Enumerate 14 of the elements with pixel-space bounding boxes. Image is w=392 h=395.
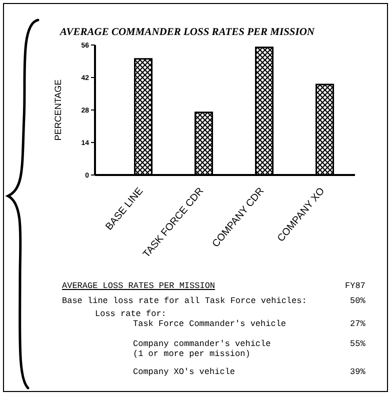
text: Task Force Commander's vehicle xyxy=(133,319,286,329)
text: Loss rate for: xyxy=(95,309,166,319)
text: AVERAGE LOSS RATES PER MISSION xyxy=(62,281,216,291)
text: Company XO's vehicle xyxy=(133,367,236,377)
text: 55% xyxy=(350,339,366,349)
text: FY87 xyxy=(345,281,366,291)
text: 39% xyxy=(350,367,366,377)
y-axis-title: PERCENTAGE xyxy=(53,79,64,141)
text: Base line loss rate for all Task Force vehicles: xyxy=(62,296,307,306)
text: 50% xyxy=(350,296,366,306)
text: (1 or more per mission) xyxy=(133,349,250,359)
chart-title: AVERAGE COMMANDER LOSS RATES PER MISSION xyxy=(60,27,315,38)
text: Company commander's vehicle xyxy=(133,339,271,349)
text: 27% xyxy=(350,319,366,329)
